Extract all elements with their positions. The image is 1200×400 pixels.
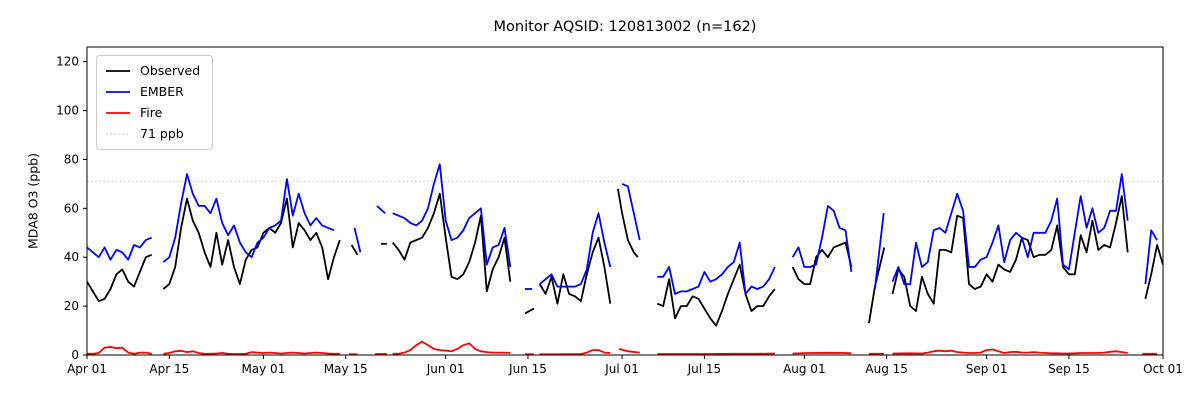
series-observed-line <box>891 195 1129 312</box>
series-ember-line <box>621 183 641 241</box>
plot-border <box>86 46 1164 356</box>
x-tick-label: Jun 15 <box>508 362 547 376</box>
line-sample-icon <box>106 70 130 72</box>
dotted-line-sample-icon <box>106 133 130 135</box>
series-fire-line <box>892 348 1128 355</box>
y-tick-label: 0 <box>71 348 79 362</box>
series-observed-line <box>392 192 512 293</box>
x-tick-label: Sep 01 <box>966 362 1008 376</box>
series-observed-line <box>538 236 612 305</box>
x-tick-label: Jul 15 <box>687 362 722 376</box>
legend: Observed EMBER Fire 71 ppb <box>96 55 214 150</box>
y-tick-label: 60 <box>64 201 79 215</box>
y-tick-label: 120 <box>56 55 79 69</box>
x-tick-label: Apr 01 <box>67 362 107 376</box>
series-ember-line <box>1144 229 1158 285</box>
series-ember-line <box>392 163 512 268</box>
line-sample-icon <box>106 112 130 114</box>
legend-label: EMBER <box>140 84 184 99</box>
series-fire-line <box>618 348 640 354</box>
x-tick-label: Jul 01 <box>604 362 639 376</box>
series-fire-line <box>539 349 611 356</box>
line-sample-icon <box>106 91 130 93</box>
series-observed-line <box>350 244 359 256</box>
series-observed-line <box>162 197 341 290</box>
legend-label: Fire <box>140 105 163 120</box>
series-observed-line <box>617 188 639 258</box>
series-observed-line <box>1144 244 1164 300</box>
series-observed-line <box>86 253 153 303</box>
chart-title: Monitor AQSID: 120813002 (n=162) <box>493 19 757 35</box>
series-ember-line <box>353 227 362 253</box>
y-tick-label: 100 <box>56 104 79 118</box>
series-observed-line <box>656 263 776 327</box>
legend-item: 71 ppb <box>105 126 200 142</box>
x-tick-label: Apr 15 <box>149 362 189 376</box>
legend-label: Observed <box>140 63 201 78</box>
series-fire-line <box>163 349 340 355</box>
legend-item: Observed <box>105 63 200 79</box>
series-ember-line <box>162 173 335 263</box>
x-tick-label: Oct 01 <box>1143 362 1183 376</box>
legend-label: 71 ppb <box>140 126 184 141</box>
x-tick-label: Jun 01 <box>426 362 465 376</box>
series-ember-line <box>86 236 153 261</box>
x-tick-label: Aug 01 <box>783 362 826 376</box>
y-tick-label: 80 <box>64 152 79 166</box>
series-ember-line <box>791 204 853 273</box>
y-tick-label: 20 <box>64 299 79 313</box>
series-fire-line <box>87 345 152 355</box>
series-fire-line <box>792 351 852 355</box>
legend-item: EMBER <box>105 84 200 100</box>
x-tick-label: May 01 <box>241 362 285 376</box>
series-observed-line <box>524 307 535 315</box>
series-fire-line <box>392 340 511 355</box>
series-fire-line <box>657 352 775 355</box>
legend-item: Fire <box>105 105 200 121</box>
x-tick-label: May 15 <box>324 362 368 376</box>
y-tick-label: 40 <box>64 250 79 264</box>
series-ember-line <box>891 173 1129 286</box>
series-observed-line <box>868 247 886 324</box>
series-ember-line <box>874 213 885 290</box>
x-tick-label: Sep 15 <box>1048 362 1090 376</box>
x-tick-label: Aug 15 <box>865 362 908 376</box>
series-ember-line <box>376 205 386 214</box>
series-ember-line <box>657 241 776 295</box>
series-ember-line <box>539 212 612 288</box>
series-observed-line <box>791 241 853 286</box>
